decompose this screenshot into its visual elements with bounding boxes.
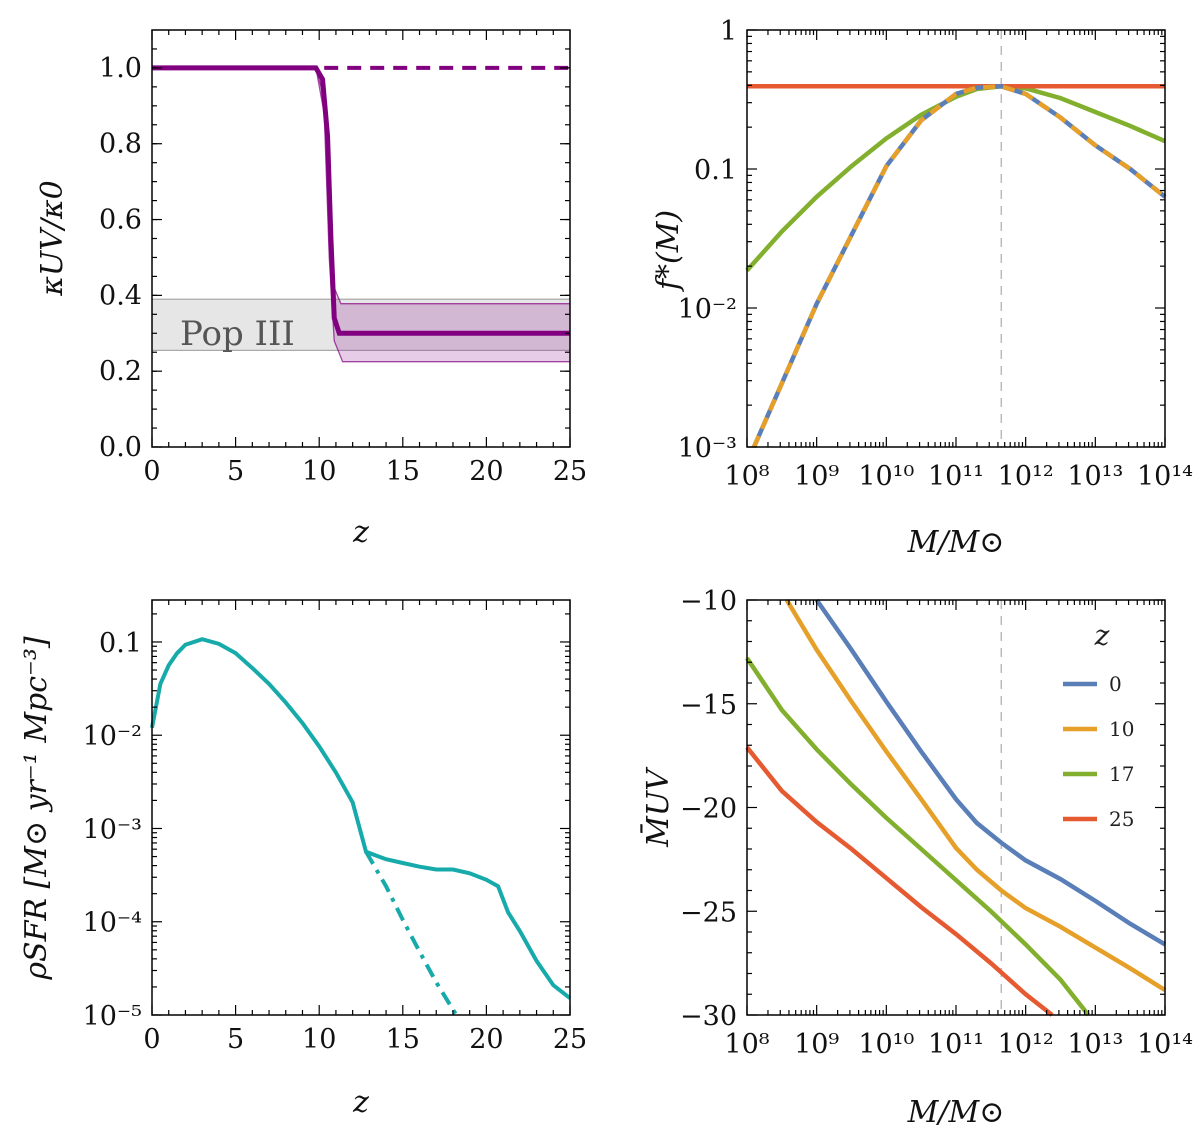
rho-frame [151, 599, 571, 1016]
rho-plot-area [152, 600, 570, 1015]
rho-line-extrapolated [364, 850, 459, 1017]
legend-label-z17: 17 [1109, 762, 1134, 786]
fstar-ylabel: f*(M) [651, 210, 686, 292]
kappa-ytick-label: 0.4 [99, 280, 142, 311]
fstar-plot-area [747, 30, 1165, 447]
rho-ytick-label: 0.1 [99, 628, 142, 659]
panel-muv: 10⁸ 10⁹ 10¹⁰ 10¹¹ 10¹² 10¹³ 10¹⁴ −10 −15 −20 −25 −3… [640, 586, 1193, 1130]
popIII-annotation: Pop III [180, 314, 295, 354]
line-kappa-lower [152, 67, 570, 363]
fstar-line-z10 [751, 84, 1167, 448]
muv-xlabel: M/M⊙ [907, 1095, 1005, 1130]
rho-ylabel: ρSFR [M⊙ yr⁻¹ Mpc⁻³] [19, 636, 54, 980]
muv-line-z10 [784, 598, 1167, 993]
muv-legend: z 0 10 17 25 [1063, 619, 1134, 831]
kappa-xlabel: z [352, 515, 369, 550]
muv-ytick-label: −20 [680, 794, 737, 825]
kappa-ytick-label: 1.0 [99, 53, 142, 84]
kappa-xtick-label: 15 [386, 456, 420, 487]
rho-xtick-label: 20 [469, 1024, 503, 1055]
kappa-ytick-label: 0.2 [99, 356, 142, 387]
muv-ytick-label: −30 [680, 1001, 737, 1032]
kappa-xtick-label: 25 [553, 456, 587, 487]
muv-line-z17 [745, 656, 1091, 1017]
kappa-xtick-label: 10 [302, 456, 336, 487]
fstar-xtick-label: 10¹⁰ [858, 461, 914, 492]
muv-xtick-label: 10¹⁴ [1137, 1029, 1193, 1060]
kappa-xtick-label: 20 [469, 456, 503, 487]
kappa-ytick-label: 0.8 [99, 129, 142, 160]
legend-label-z25: 25 [1109, 807, 1134, 831]
rho-xtick-label: 0 [143, 1024, 160, 1055]
muv-ytick-label: −15 [680, 690, 737, 721]
rho-xtick-label: 10 [302, 1024, 336, 1055]
kappa-frame [151, 29, 571, 448]
legend-label-z0: 0 [1109, 672, 1122, 696]
fstar-xtick-label: 10¹² [998, 461, 1054, 492]
rho-line-total [150, 637, 572, 1000]
muv-xtick-label: 10⁹ [794, 1029, 839, 1060]
fstar-xtick-label: 10⁹ [794, 461, 839, 492]
muv-xtick-label: 10¹¹ [928, 1029, 984, 1060]
muv-frame [746, 599, 1166, 1016]
fstar-xtick-label: 10¹³ [1067, 461, 1123, 492]
rho-xtick-label: 5 [227, 1024, 244, 1055]
panel-rho: 0 5 10 15 20 25 10⁻⁵ 10⁻⁴ 10⁻³ 10⁻² 0.1 z ρSFR [M⊙… [19, 599, 587, 1120]
fstar-xtick-label: 10¹¹ [928, 461, 984, 492]
kappa-ytick-label: 0.0 [99, 432, 142, 463]
rho-ytick-label: 10⁻⁵ [83, 1001, 142, 1032]
kappa-ylabel: κUV/κ0 [35, 180, 70, 297]
kappa-ytick-label: 0.6 [99, 205, 142, 236]
rho-ytick-label: 10⁻⁴ [83, 908, 142, 939]
fstar-ytick-label: 1 [720, 16, 737, 47]
fstar-ytick-label: 0.1 [694, 155, 737, 186]
kappa-xtick-label: 5 [227, 456, 244, 487]
legend-label-z10: 10 [1109, 717, 1134, 741]
rho-xtick-label: 25 [553, 1024, 587, 1055]
legend-title: z [1094, 619, 1110, 652]
kappa-xtick-label: 0 [143, 456, 160, 487]
fstar-ytick-label: 10⁻³ [678, 433, 737, 464]
rho-xlabel: z [352, 1085, 369, 1120]
muv-ylabel: M̄UV [640, 766, 676, 848]
fstar-xtick-label: 10¹⁴ [1137, 461, 1193, 492]
fstar-ytick-label: 10⁻² [678, 294, 737, 325]
muv-ytick-label: −25 [680, 897, 737, 928]
rho-ytick-label: 10⁻² [83, 721, 142, 752]
muv-xtick-label: 10¹² [998, 1029, 1054, 1060]
popIII-band [151, 298, 571, 351]
kappa-plot-area [152, 30, 570, 447]
fstar-frame [746, 29, 1166, 448]
muv-line-z0 [814, 598, 1167, 947]
muv-xtick-label: 10¹³ [1067, 1029, 1123, 1060]
fstar-xtick-label: 10⁸ [724, 461, 769, 492]
muv-xtick-label: 10¹⁰ [858, 1029, 914, 1060]
rho-ytick-label: 10⁻³ [83, 814, 142, 845]
panel-kappa: Pop III 0 5 10 15 20 25 0.0 0.2 0.4 0.6 0.8 1.0 z κ… [35, 29, 587, 550]
muv-xtick-label: 10⁸ [724, 1029, 769, 1060]
panel-fstar: 10⁸ 10⁹ 10¹⁰ 10¹¹ 10¹² 10¹³ 10¹⁴ 10⁻³ 10⁻² 0.1 1 M… [651, 16, 1193, 560]
muv-ytick-label: −10 [680, 586, 737, 617]
muv-line-z25 [745, 745, 1054, 1017]
fstar-xlabel: M/M⊙ [907, 525, 1005, 560]
rho-xtick-label: 15 [386, 1024, 420, 1055]
